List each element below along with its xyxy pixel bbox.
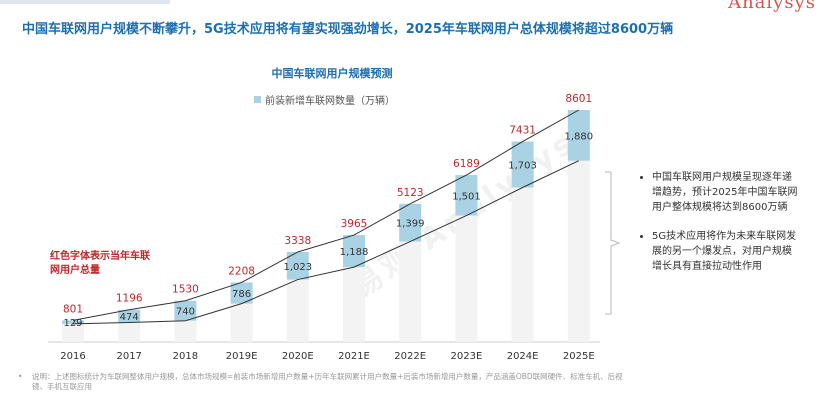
red-text-note: 红色字体表示当年车联网用户总量: [50, 251, 150, 276]
bar-value-label: 1,399: [396, 219, 425, 230]
base-trend-line: [72, 160, 580, 325]
x-tick-label: 2021E: [338, 351, 370, 362]
x-tick-label: 2024E: [507, 351, 539, 362]
bar-new-segment: [230, 282, 253, 304]
x-tick-label: 2019E: [226, 351, 258, 362]
total-value-label: 5123: [397, 187, 424, 199]
bar-base-segment: [343, 267, 365, 342]
page-headline: 中国车联网用户规模不断攀升，5G技术应用将有望实现强劲增长，2025年车联网用户…: [22, 22, 674, 37]
bar-value-label: 786: [232, 289, 251, 300]
bar-value-label: 1,023: [283, 262, 312, 273]
total-value-label: 3965: [341, 218, 368, 230]
bar-value-label: 1,880: [564, 131, 593, 142]
footnote: • 说明：上述图标统计为车联网整体用户规模，总体市场规模=前装市场新增用户数量+…: [18, 372, 632, 392]
bar-value-label: 474: [120, 312, 139, 323]
bar-base-segment: [399, 241, 422, 342]
bar-new-segment: [343, 235, 365, 268]
bar-value-label: 1,188: [340, 247, 369, 258]
x-tick-label: 2023E: [451, 351, 483, 362]
x-tick-label: 2016: [60, 351, 85, 362]
bar-value-label: 1,703: [508, 161, 537, 172]
x-tick-label: 2018: [173, 351, 198, 362]
bar-base-segment: [286, 279, 309, 342]
bar-value-label: 740: [176, 307, 195, 318]
bar-new-segment: [286, 251, 309, 280]
x-tick-label: 2017: [116, 351, 141, 362]
bracket-connector: [605, 171, 621, 315]
chart-legend: 前装新增车联网数量（万辆）: [254, 92, 395, 107]
total-value-label: 8601: [565, 93, 592, 105]
bar-new-segment: [62, 320, 84, 324]
footnote-text: 说明：上述图标统计为车联网整体用户规模，总体市场规模=前装市场新增用户数量+历年…: [32, 372, 623, 391]
top-accent-bar: [0, 0, 170, 4]
legend-swatch: [254, 96, 261, 103]
x-tick-label: 2025E: [563, 351, 595, 362]
x-tick-label: 2022E: [394, 351, 426, 362]
bar-base-segment: [567, 160, 590, 342]
total-value-label: 7431: [509, 125, 536, 137]
total-value-label: 1530: [172, 284, 199, 296]
bar-new-segment: [567, 110, 590, 161]
total-value-label: 2208: [228, 265, 255, 277]
bar-base-segment: [455, 215, 478, 342]
bar-new-segment: [174, 300, 197, 321]
insight-bullet-2: 5G技术应用将作为未来车联网发展的另一个爆发点，对用户规模增长具有直接拉动性作用: [652, 229, 800, 274]
bar-new-segment: [511, 141, 534, 188]
total-value-label: 801: [63, 303, 83, 315]
bar-new-segment: [118, 309, 141, 323]
legend-label: 前装新增车联网数量（万辆）: [265, 96, 395, 107]
footnote-bullet: •: [18, 372, 23, 381]
brand-logo: Analysys: [728, 0, 816, 13]
bar-base-segment: [511, 187, 534, 342]
bar-new-segment: [455, 175, 478, 216]
bar-base-segment: [118, 322, 141, 342]
total-trend-line: [72, 109, 580, 321]
bar-base-segment: [62, 323, 84, 342]
insight-bullets: 中国车联网用户规模呈现逐年递增趋势，预计2025年中国车联网用户整体规模将达到8…: [640, 170, 800, 288]
bar-base-segment: [230, 303, 253, 342]
total-value-label: 1196: [116, 293, 143, 305]
bar-value-label: 1,501: [452, 191, 481, 202]
bar-new-segment: [399, 203, 422, 242]
total-value-label: 6189: [453, 158, 480, 170]
bar-base-segment: [174, 320, 197, 342]
insight-bullet-1: 中国车联网用户规模呈现逐年递增趋势，预计2025年中国车联网用户整体规模将达到8…: [652, 170, 800, 215]
x-tick-label: 2020E: [282, 351, 314, 362]
total-value-label: 3338: [284, 235, 311, 247]
chart-title: 中国车联网用户规模预测: [271, 67, 393, 80]
